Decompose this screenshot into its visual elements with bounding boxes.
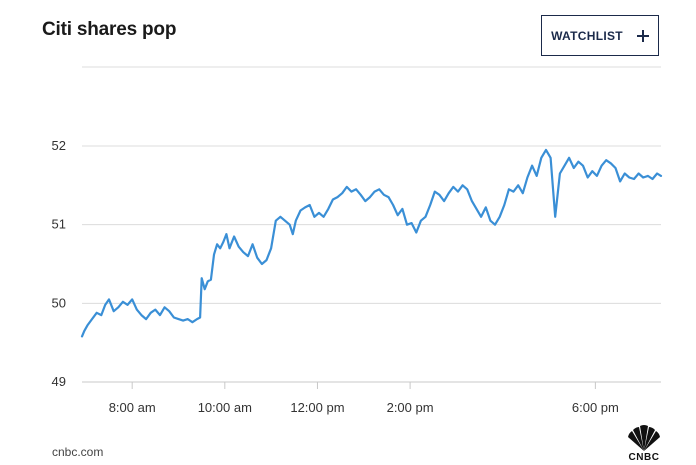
x-tick-label: 10:00 am: [198, 400, 252, 415]
y-axis-tick-labels: 49 50 51 52: [52, 138, 66, 389]
x-tick-label: 6:00 pm: [572, 400, 619, 415]
series-line: [80, 148, 663, 338]
cnbc-logo: CNBC: [622, 425, 666, 463]
watchlist-button[interactable]: WATCHLIST: [541, 15, 659, 56]
y-tick-label: 51: [52, 217, 66, 232]
y-tick-label: 49: [52, 374, 66, 389]
source-label: cnbc.com: [52, 445, 104, 459]
y-tick-label: 52: [52, 138, 66, 153]
x-tick-label: 12:00 pm: [290, 400, 344, 415]
watchlist-button-label: WATCHLIST: [551, 28, 623, 43]
y-tick-label: 50: [52, 295, 66, 310]
plus-icon: [636, 29, 649, 42]
x-axis-ticks: 8:00 am 10:00 am 12:00 pm 2:00 pm 6:00 pm: [109, 382, 619, 415]
x-tick-label: 2:00 pm: [387, 400, 434, 415]
price-series: [80, 148, 663, 338]
peacock-icon: [628, 425, 660, 451]
cnbc-logo-text: CNBC: [628, 452, 660, 463]
chart-title: Citi shares pop: [42, 19, 177, 40]
x-tick-label: 8:00 am: [109, 400, 156, 415]
grid-lines: [82, 66, 661, 383]
